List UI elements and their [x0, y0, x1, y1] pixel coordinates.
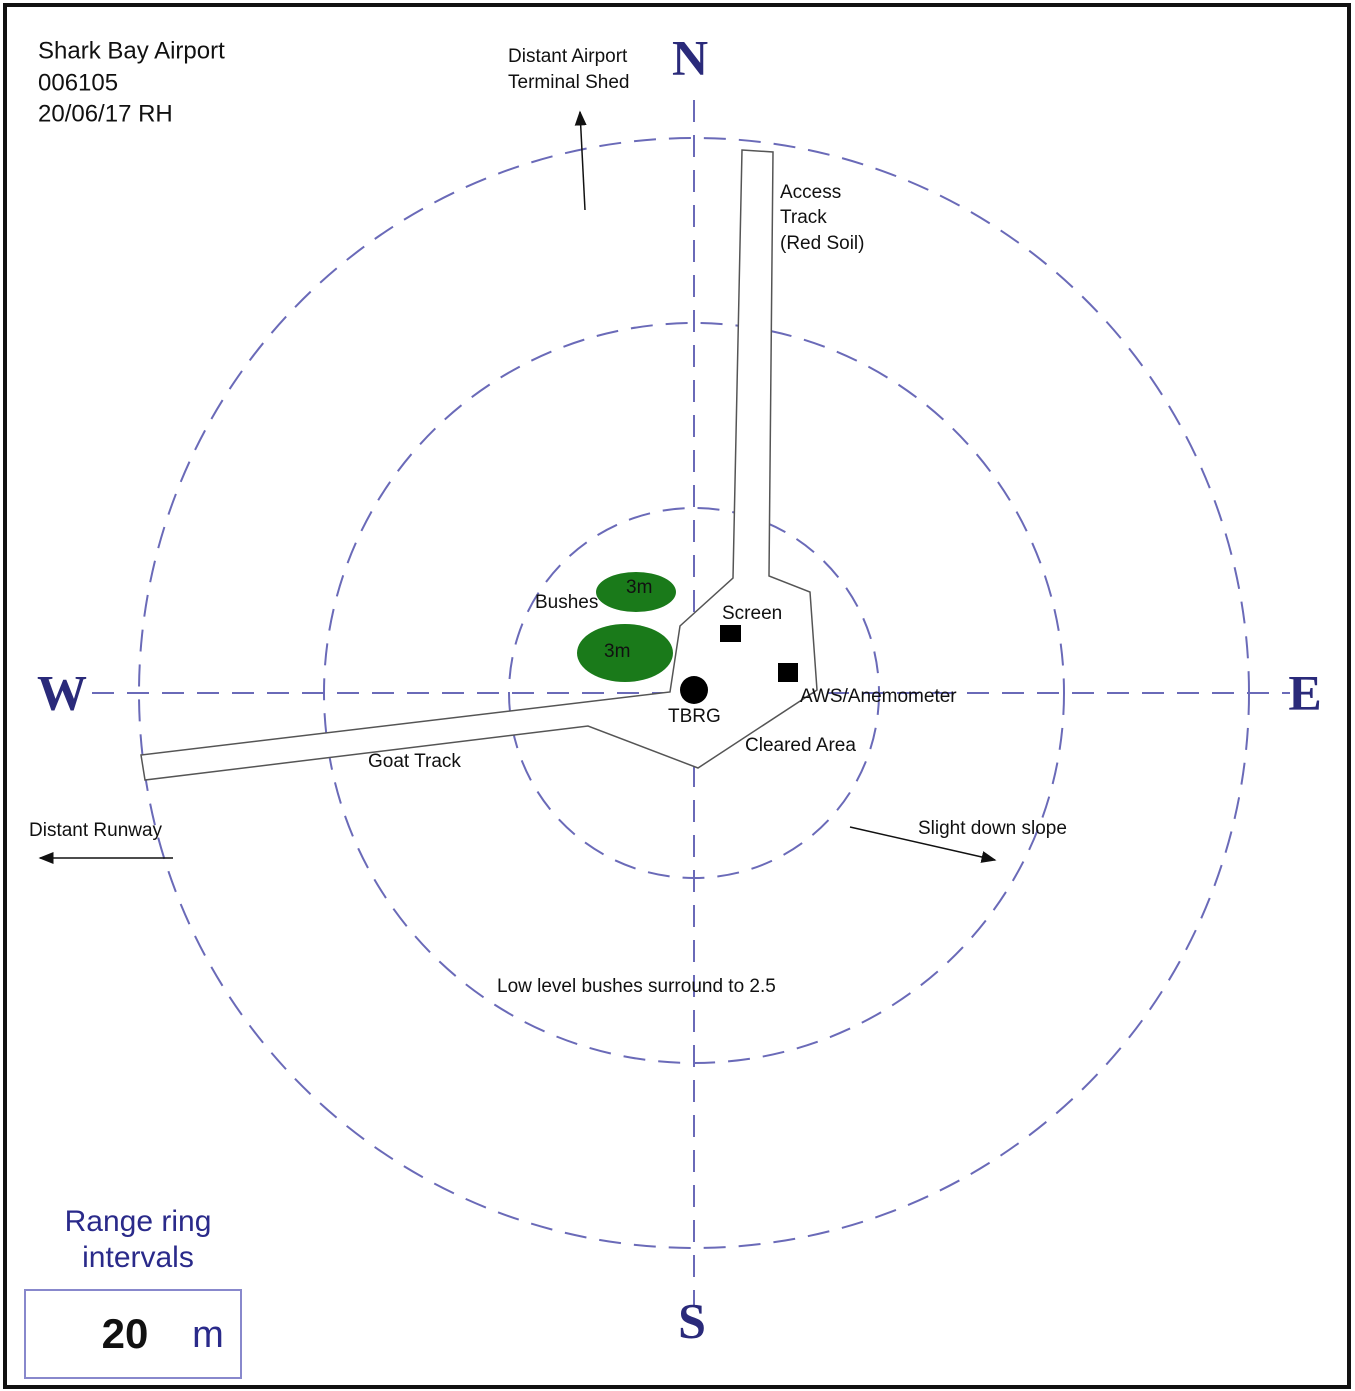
- label: Terminal Shed: [508, 72, 629, 93]
- legend-box: [24, 1289, 242, 1379]
- label: Low level bushes surround to 2.5: [497, 976, 776, 997]
- compass-w: W: [37, 664, 87, 720]
- arrow: [849, 826, 997, 863]
- label: AWS/Anemometer: [800, 686, 957, 707]
- label: Track: [780, 207, 827, 228]
- legend-unit: m: [192, 1314, 224, 1356]
- aws-marker: [778, 663, 798, 682]
- label: Distant Airport: [508, 46, 628, 67]
- bush: [577, 624, 673, 682]
- label: Distant Runway: [29, 820, 163, 841]
- legend-title: Range ring: [65, 1205, 212, 1238]
- arrow: [574, 110, 587, 211]
- label: 3m: [626, 577, 652, 598]
- label: Access: [780, 182, 841, 203]
- legend-title: intervals: [82, 1241, 194, 1274]
- title: Shark Bay Airport: [38, 37, 225, 64]
- label: (Red Soil): [780, 233, 864, 254]
- label: Screen: [722, 603, 782, 624]
- compass-s: S: [678, 1292, 706, 1348]
- frame: [3, 3, 1351, 1389]
- bush: [596, 572, 676, 612]
- screen-marker: [720, 625, 741, 642]
- tbrg-marker: [680, 676, 708, 704]
- date: 20/06/17 RH: [38, 100, 173, 127]
- label: Slight down slope: [918, 818, 1067, 839]
- compass-n: N: [672, 29, 708, 85]
- station: 006105: [38, 69, 118, 96]
- label: Goat Track: [368, 751, 461, 772]
- label: Cleared Area: [745, 735, 856, 756]
- label: TBRG: [668, 706, 721, 727]
- label: Bushes: [535, 592, 598, 613]
- track-and-cleared-area: [140, 149, 818, 781]
- legend-value: 20: [102, 1310, 149, 1357]
- compass-e: E: [1288, 664, 1321, 720]
- label: 3m: [604, 641, 630, 662]
